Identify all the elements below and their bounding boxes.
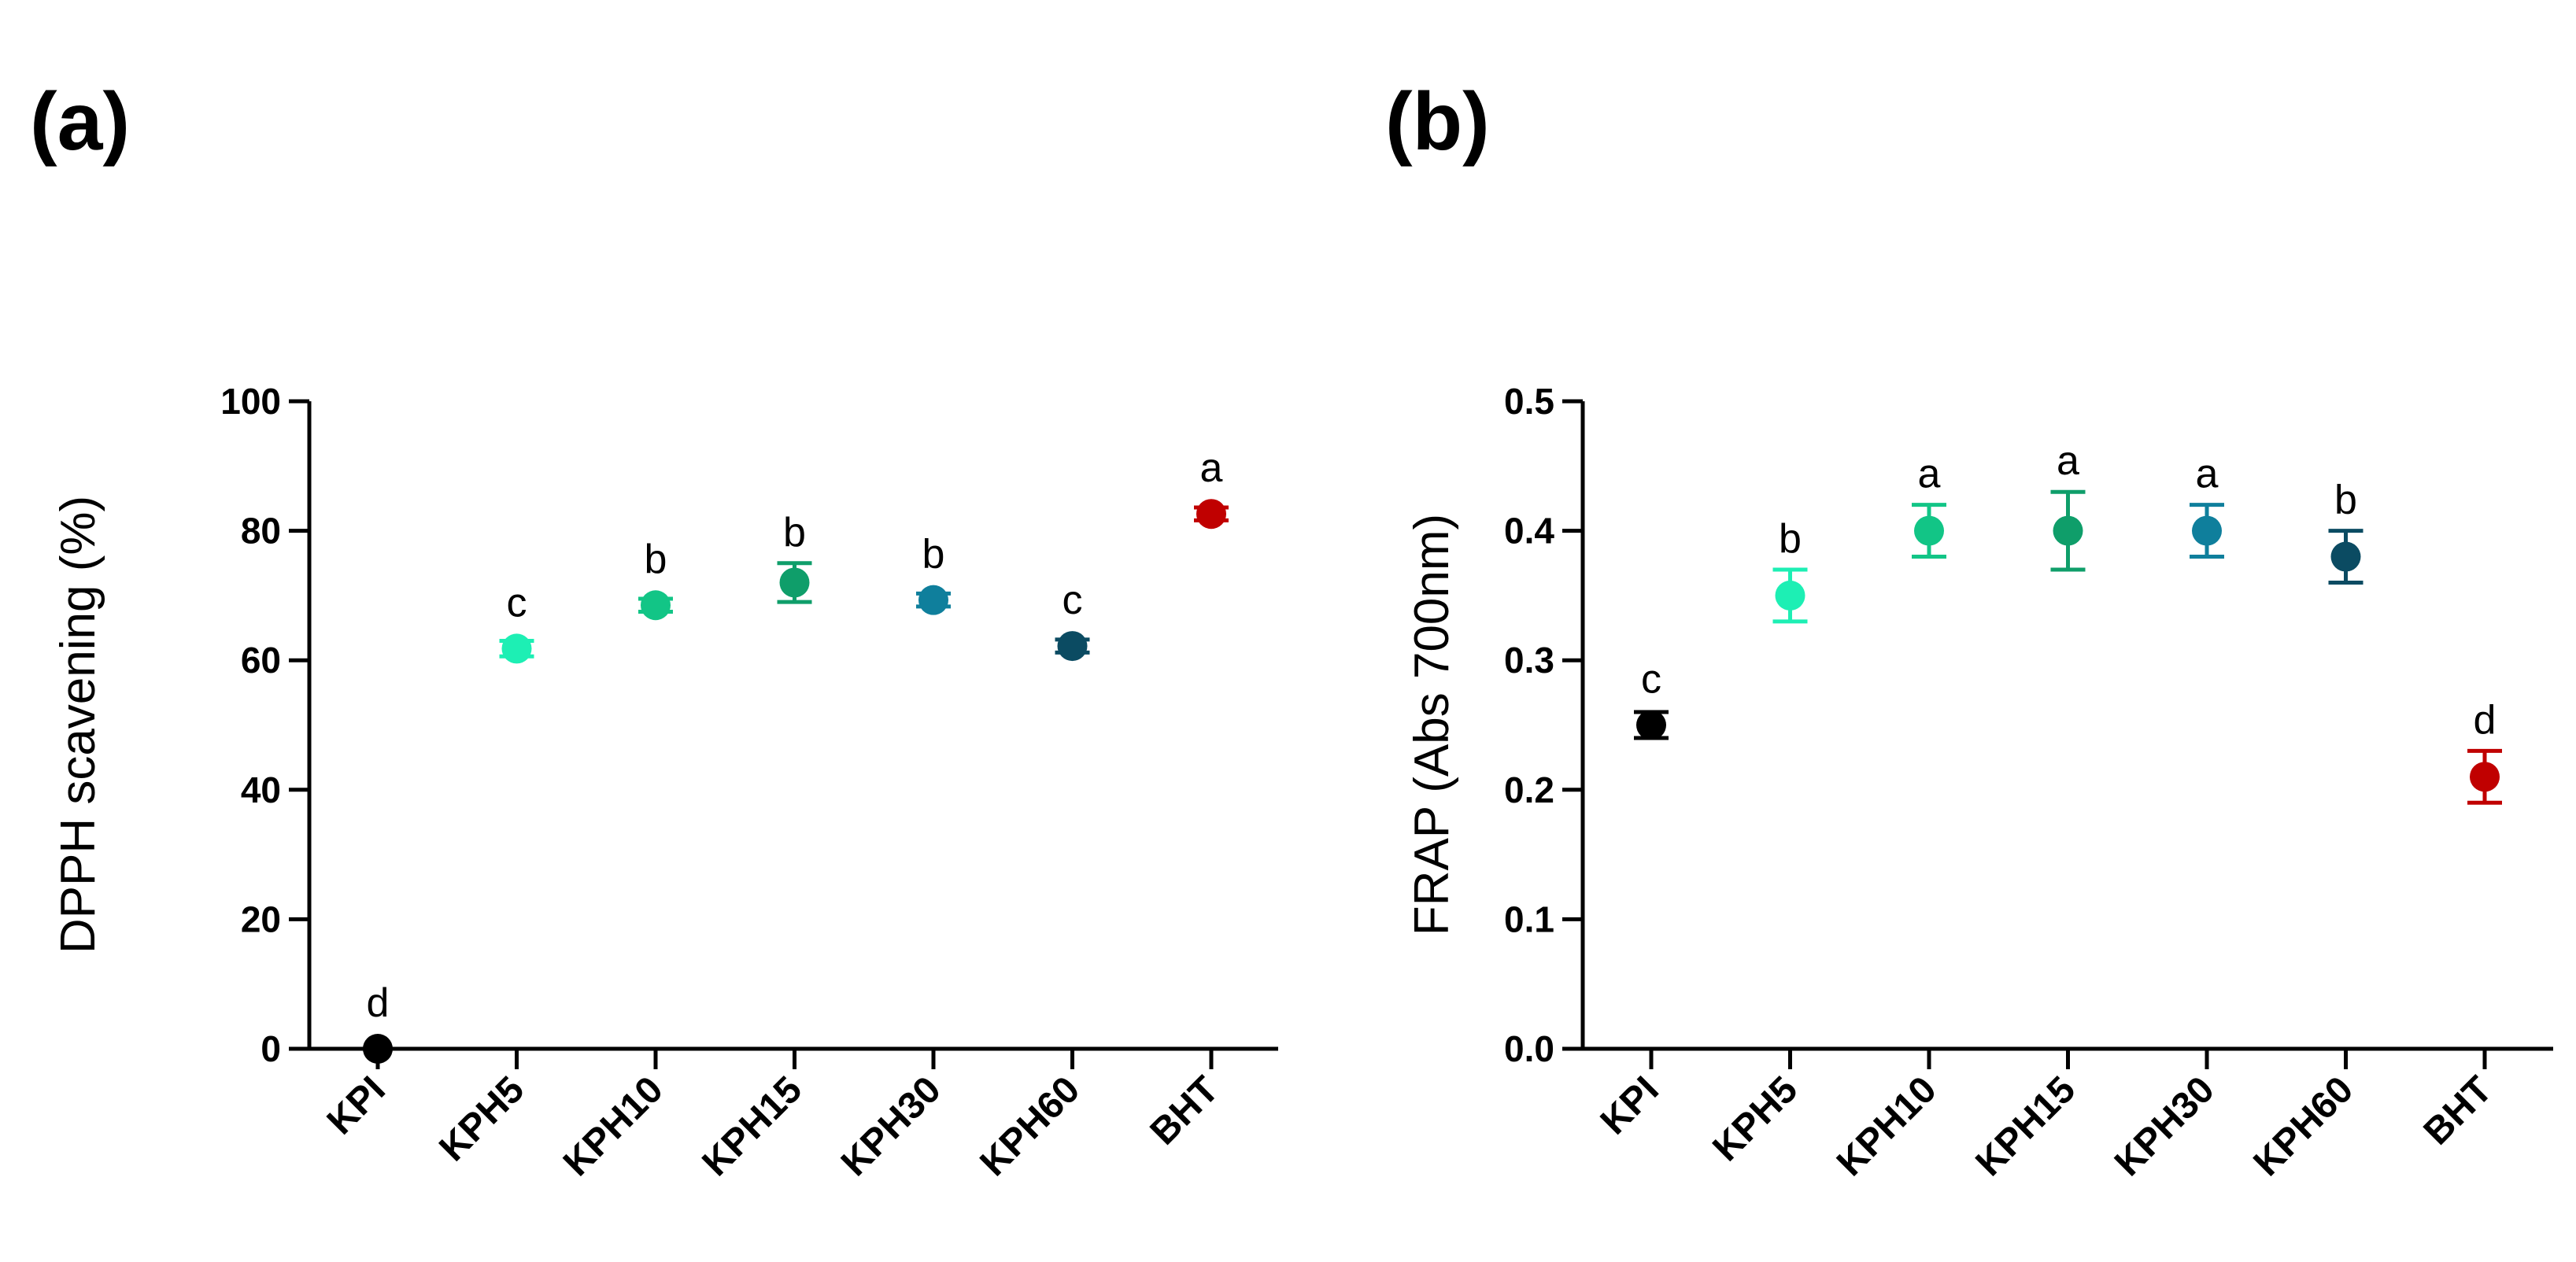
y-tick-label: 40: [241, 769, 281, 810]
x-category-label: BHT: [1143, 1068, 1227, 1153]
x-category-label: KPH60: [972, 1068, 1088, 1184]
significance-label: a: [1200, 445, 1223, 491]
significance-label: c: [507, 580, 527, 625]
data-point: [2470, 762, 2500, 792]
y-tick-label: 0.3: [1504, 640, 1554, 681]
data-point: [1057, 631, 1088, 662]
data-point: [641, 590, 671, 621]
y-tick-label: 60: [241, 640, 281, 681]
y-axis-title: FRAP (Abs 700nm): [1405, 514, 1459, 935]
data-point: [2192, 515, 2222, 546]
data-point: [1775, 580, 1805, 611]
y-tick-label: 0.5: [1504, 381, 1554, 422]
x-category-label: KPH15: [1968, 1068, 2083, 1184]
y-tick-label: 0.1: [1504, 899, 1554, 939]
significance-label: d: [367, 980, 390, 1026]
data-point: [918, 585, 948, 615]
significance-label: b: [1779, 516, 1802, 562]
significance-label: b: [783, 510, 806, 555]
y-tick-label: 100: [220, 381, 281, 422]
significance-label: b: [2334, 478, 2357, 523]
x-category-label: BHT: [2416, 1068, 2500, 1153]
significance-label: b: [922, 532, 945, 577]
y-tick-label: 80: [241, 511, 281, 552]
significance-label: d: [2474, 697, 2497, 743]
x-category-label: KPI: [1593, 1068, 1667, 1142]
y-tick-label: 0: [261, 1028, 281, 1069]
panel-b-frap-chart: (b) 0.0 0.1 0.2 0.3 0.4 0.5 FRAP (Abs 700nm) KPI…: [1385, 76, 2553, 1184]
x-category-label: KPH10: [556, 1068, 671, 1184]
significance-label: c: [1641, 657, 1661, 703]
y-tick-label: 20: [241, 899, 281, 939]
panel-label: (b): [1385, 76, 1490, 168]
x-category-label: KPH5: [1705, 1068, 1805, 1169]
y-tick-label: 0.4: [1504, 511, 1554, 552]
x-category-label: KPH60: [2245, 1068, 2361, 1184]
significance-label: a: [1918, 452, 1941, 497]
x-category-label: KPH30: [833, 1068, 949, 1184]
data-point: [363, 1034, 393, 1064]
x-category-label: KPH15: [694, 1068, 810, 1184]
x-category-label: KPH30: [2107, 1068, 2223, 1184]
data-point: [501, 633, 532, 664]
x-category-label: KPH10: [1829, 1068, 1945, 1184]
x-category-label: KPH5: [431, 1068, 532, 1169]
panel-a-dpph-chart: (a) 0 20 40 60 80 100 DPPH scavening (%) KPI d KPH…: [30, 76, 1278, 1184]
significance-label: b: [645, 537, 667, 582]
data-point: [1636, 710, 1666, 740]
y-tick-label: 0.2: [1504, 769, 1554, 810]
data-point: [2053, 515, 2083, 546]
x-category-label: KPI: [320, 1068, 394, 1142]
data-point: [2330, 541, 2361, 572]
y-tick-label: 0.0: [1504, 1028, 1554, 1069]
data-point: [779, 567, 810, 598]
significance-label: c: [1063, 577, 1083, 623]
significance-label: a: [2057, 438, 2079, 484]
data-point: [1196, 499, 1226, 530]
significance-label: a: [2196, 452, 2219, 497]
data-point: [1914, 515, 1944, 546]
y-axis-title: DPPH scavening (%): [51, 496, 105, 954]
panel-label: (a): [30, 76, 130, 168]
